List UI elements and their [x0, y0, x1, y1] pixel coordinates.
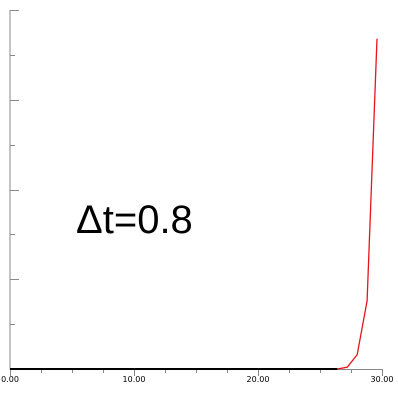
- chart-ticks: [10, 10, 383, 376]
- series-line-1: [337, 38, 378, 370]
- x-tick-label-0: 0.00: [1, 375, 19, 384]
- chart-axes: [9, 10, 382, 370]
- chart-series: [10, 38, 378, 370]
- x-tick-label-1: 10.00: [123, 375, 146, 384]
- x-tick-label-3: 30.00: [371, 375, 394, 384]
- delta-t-annotation: Δt=0.8: [76, 198, 193, 242]
- x-tick-label-2: 20.00: [247, 375, 270, 384]
- x-tick-labels: 0.00 10.00 20.00 30.00: [1, 375, 393, 384]
